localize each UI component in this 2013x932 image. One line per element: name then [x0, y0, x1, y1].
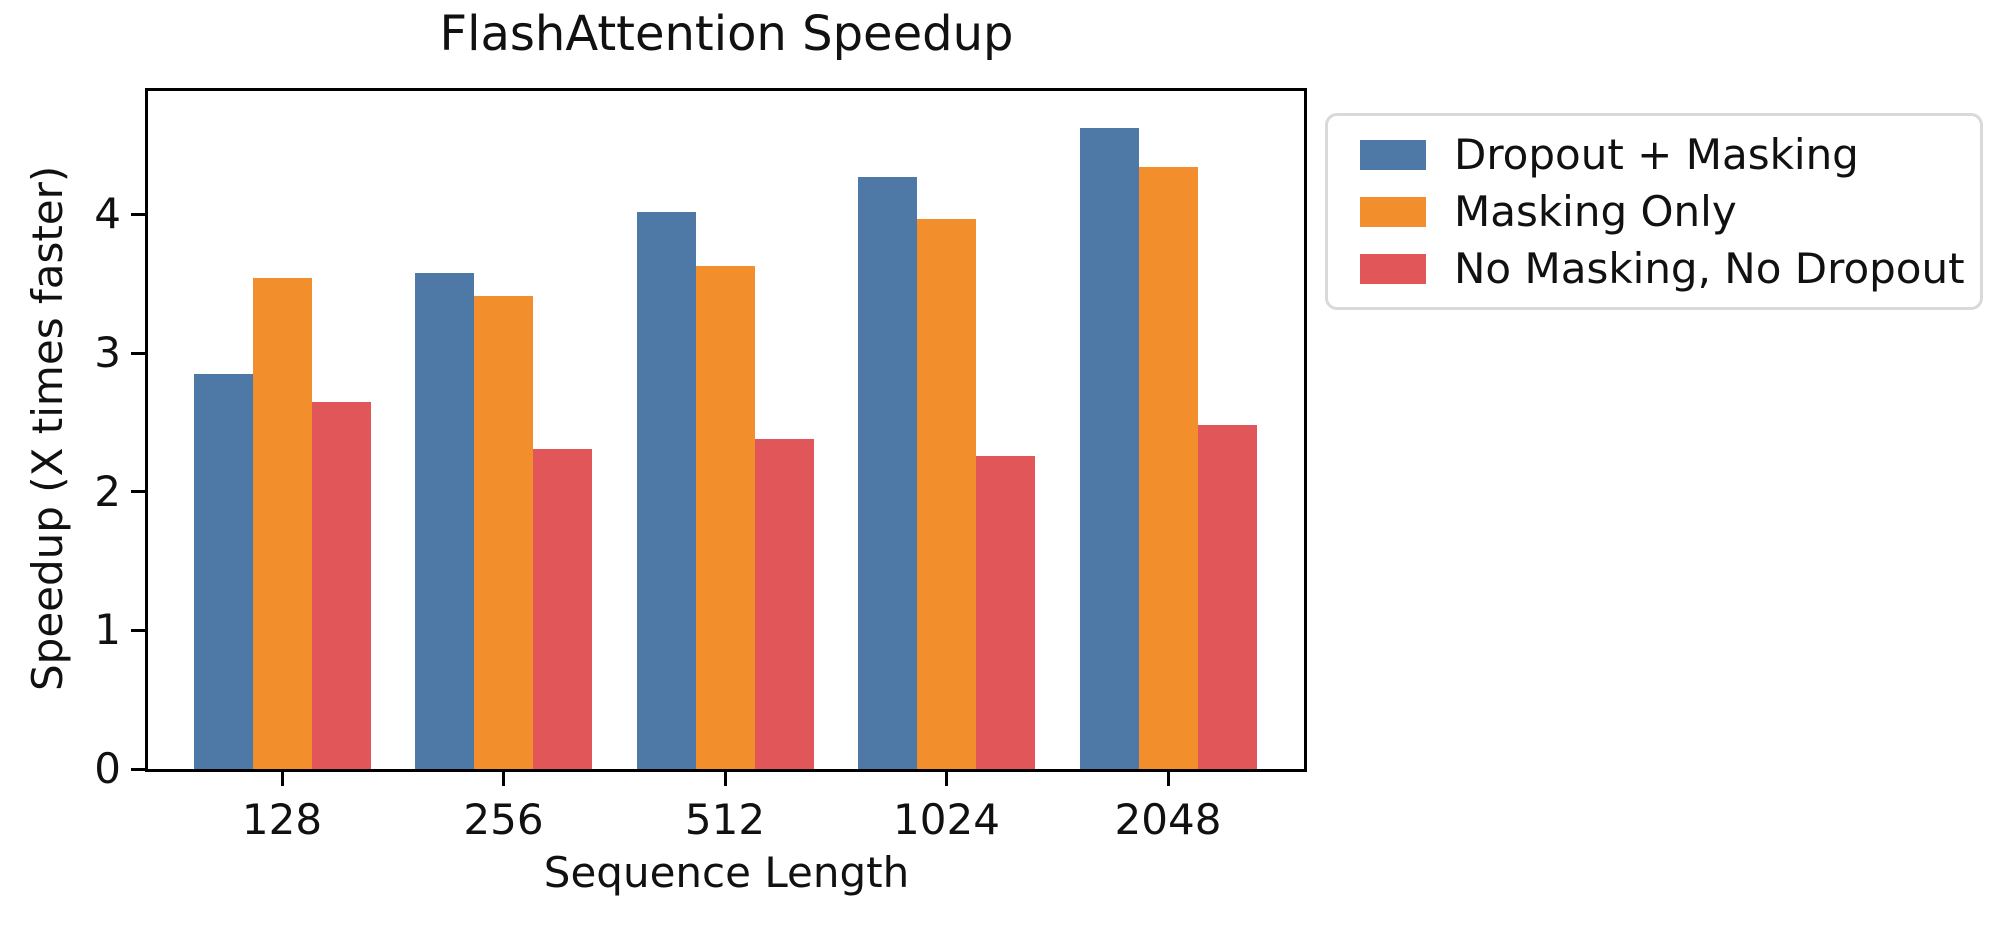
bar	[474, 296, 533, 769]
bar	[754, 439, 814, 769]
legend-row: Masking Only	[1360, 186, 1980, 236]
legend-label: No Masking, No Dropout	[1454, 243, 1965, 293]
x-tick-label: 2048	[1114, 795, 1222, 844]
y-tick-label: 2	[94, 466, 121, 516]
legend-swatch-icon	[1360, 196, 1426, 227]
y-tick-mark	[131, 490, 145, 494]
bar	[1079, 128, 1139, 769]
bar	[917, 219, 976, 769]
y-tick-mark	[131, 767, 145, 771]
x-tick-label: 1024	[893, 795, 1000, 844]
y-tick-mark	[131, 628, 145, 632]
bar	[976, 456, 1035, 769]
legend-label: Masking Only	[1454, 186, 1737, 236]
x-tick-mark	[280, 772, 284, 786]
legend-row: Dropout + Masking	[1360, 129, 1980, 179]
legend-label: Dropout + Masking	[1454, 129, 1859, 179]
y-tick-label: 3	[94, 328, 121, 378]
legend-swatch-icon	[1360, 253, 1426, 284]
legend-row: No Masking, No Dropout	[1360, 243, 1980, 293]
y-tick-mark	[131, 351, 145, 355]
bar	[1197, 425, 1257, 769]
bar	[193, 374, 253, 769]
chart-title: FlashAttention Speedup	[439, 6, 1014, 62]
x-tick-mark	[1166, 772, 1170, 786]
bar	[311, 402, 371, 769]
bar	[636, 212, 696, 769]
bar	[415, 273, 474, 769]
bar	[858, 177, 917, 769]
x-tick-mark	[502, 772, 505, 786]
plot-area	[145, 88, 1307, 772]
y-tick-label: 0	[94, 744, 121, 793]
x-tick-label: 256	[463, 795, 544, 844]
x-tick-label: 512	[684, 795, 766, 844]
bar	[252, 278, 312, 769]
bar	[695, 266, 755, 769]
bar	[533, 449, 592, 769]
bar	[1138, 167, 1198, 769]
y-tick-label: 4	[94, 189, 121, 239]
x-tick-label: 128	[241, 795, 323, 844]
x-tick-mark	[723, 772, 727, 786]
y-tick-label: 1	[94, 605, 121, 655]
legend: Dropout + Masking Masking Only No Masking,…	[1325, 113, 1983, 310]
y-tick-mark	[131, 212, 145, 216]
legend-swatch-icon	[1360, 139, 1426, 170]
x-tick-mark	[945, 772, 948, 786]
x-axis-label: Sequence Length	[543, 848, 910, 897]
